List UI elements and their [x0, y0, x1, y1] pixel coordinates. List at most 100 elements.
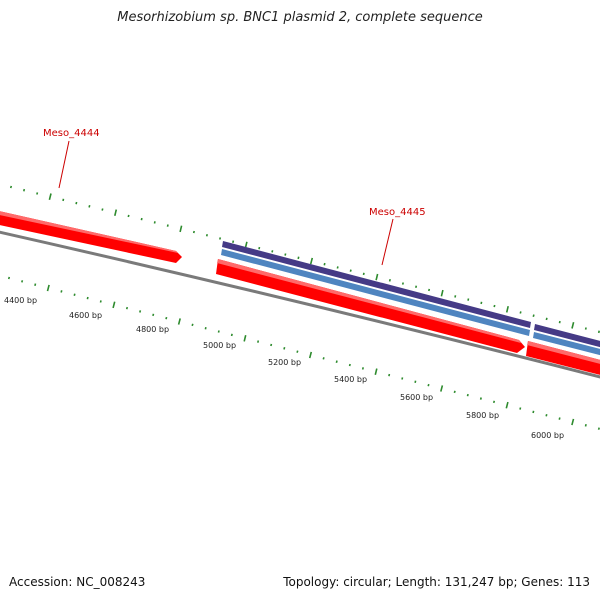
inner-tick-39 [519, 407, 522, 410]
outer-tick-track [9, 185, 600, 334]
outer-tick-1 [23, 188, 26, 192]
outer-tick-4 [62, 198, 65, 202]
outer-tick-8 [114, 209, 118, 216]
cds-arrow-meso-4445-highlight [217, 259, 521, 343]
inner-tick-25 [335, 360, 338, 364]
inner-tick-4 [60, 290, 63, 293]
inner-tick-2 [34, 283, 37, 287]
outer-tick-23 [309, 257, 314, 265]
outer-tick-27 [362, 272, 365, 276]
feature-labels: Meso_4444 Meso_4445 [43, 128, 426, 266]
inner-tick-5 [73, 293, 76, 296]
outer-tick-5 [75, 201, 78, 205]
outer-tick-25 [336, 266, 339, 269]
outer-tick-30 [401, 282, 404, 285]
inner-tick-22 [296, 350, 299, 353]
inner-tick-8 [112, 301, 116, 309]
outer-tick-14 [192, 230, 195, 234]
inner-tick-29 [388, 373, 391, 377]
outer-tick-6 [88, 204, 91, 208]
inner-tick-16 [217, 330, 220, 333]
inner-tick-3 [46, 284, 50, 292]
outer-tick-33 [440, 289, 444, 297]
outer-tick-13 [179, 225, 183, 233]
length-value: 131,247 bp [444, 575, 514, 589]
inner-tick-14 [191, 323, 194, 327]
cds-arrow-meso-4444-highlight [0, 211, 178, 253]
outer-tick-16 [219, 237, 222, 240]
inner-tick-42 [558, 417, 561, 420]
outer-tick-29 [388, 278, 391, 282]
outer-tick-31 [415, 285, 418, 288]
length-label: Length: [395, 575, 441, 589]
inner-tick-0 [7, 276, 11, 280]
inner-tick-1 [21, 280, 24, 283]
ruler-label-5000: 5000 bp [203, 341, 236, 350]
outer-tick-3 [48, 193, 52, 200]
gene-bar-3-light[interactable] [533, 332, 600, 358]
outer-tick-35 [467, 298, 470, 301]
sequence-summary: Topology: circular; Length: 131,247 bp; … [283, 575, 590, 589]
ruler-labels: 4400 bp 4600 bp 4800 bp 5000 bp 5200 bp … [4, 296, 564, 440]
inner-tick-10 [139, 310, 142, 313]
outer-tick-24 [323, 262, 326, 266]
outer-tick-15 [205, 234, 208, 237]
inner-tick-41 [545, 414, 548, 417]
inner-tick-36 [479, 397, 482, 400]
outer-tick-44 [584, 327, 587, 330]
outer-tick-39 [519, 311, 522, 314]
outer-tick-12 [166, 224, 169, 227]
inner-tick-35 [466, 393, 469, 397]
ruler-label-6000: 6000 bp [531, 431, 564, 440]
outer-tick-21 [284, 253, 287, 256]
inner-tick-24 [322, 357, 325, 360]
map-title: Mesorhizobium sp. BNC1 plasmid 2, comple… [117, 10, 483, 25]
accession-label: Accession: [9, 575, 73, 589]
outer-tick-41 [545, 317, 548, 321]
inner-tick-32 [427, 383, 430, 387]
outer-tick-17 [232, 240, 235, 244]
inner-tick-27 [361, 367, 364, 370]
accession-value: NC_008243 [76, 575, 146, 589]
ruler-label-4800: 4800 bp [136, 325, 169, 334]
inner-tick-17 [230, 333, 233, 337]
inner-tick-44 [584, 423, 587, 427]
outer-tick-11 [153, 221, 156, 224]
outer-tick-37 [493, 304, 496, 308]
gene-label-meso-4445[interactable]: Meso_4445 [369, 207, 426, 218]
outer-tick-28 [375, 273, 379, 281]
gene-bar-3-dark[interactable] [534, 324, 600, 350]
inner-tick-37 [492, 400, 496, 404]
outer-tick-20 [271, 250, 274, 253]
leader-line-meso-4444 [58, 140, 70, 189]
outer-tick-0 [9, 185, 13, 189]
inner-tick-26 [348, 363, 351, 367]
inner-tick-40 [532, 410, 535, 414]
leader-line-meso-4445 [381, 218, 394, 266]
inner-tick-38 [505, 401, 509, 409]
outer-tick-36 [480, 301, 483, 305]
inner-tick-15 [204, 327, 207, 330]
inner-tick-track [7, 276, 600, 430]
inner-tick-21 [283, 346, 286, 350]
inner-tick-13 [177, 318, 181, 325]
outer-tick-43 [571, 322, 575, 329]
cds-arrow-meso-4444[interactable] [0, 209, 182, 263]
gene-bar-2-light[interactable] [221, 249, 530, 336]
ruler-label-5800: 5800 bp [466, 411, 499, 420]
outer-tick-2 [36, 192, 39, 195]
inner-tick-19 [257, 340, 260, 343]
inner-tick-34 [453, 390, 456, 394]
inner-tick-12 [165, 316, 168, 320]
gene-bar-2-dark[interactable] [222, 241, 531, 328]
sequence-backbone [0, 230, 600, 379]
outer-tick-42 [558, 320, 561, 324]
outer-tick-38 [505, 306, 509, 313]
accession-info: Accession: NC_008243 [9, 575, 145, 589]
ruler-label-5600: 5600 bp [400, 393, 433, 402]
inner-tick-23 [308, 351, 313, 359]
outer-tick-22 [297, 256, 300, 260]
gene-label-meso-4444[interactable]: Meso_4444 [43, 128, 100, 139]
